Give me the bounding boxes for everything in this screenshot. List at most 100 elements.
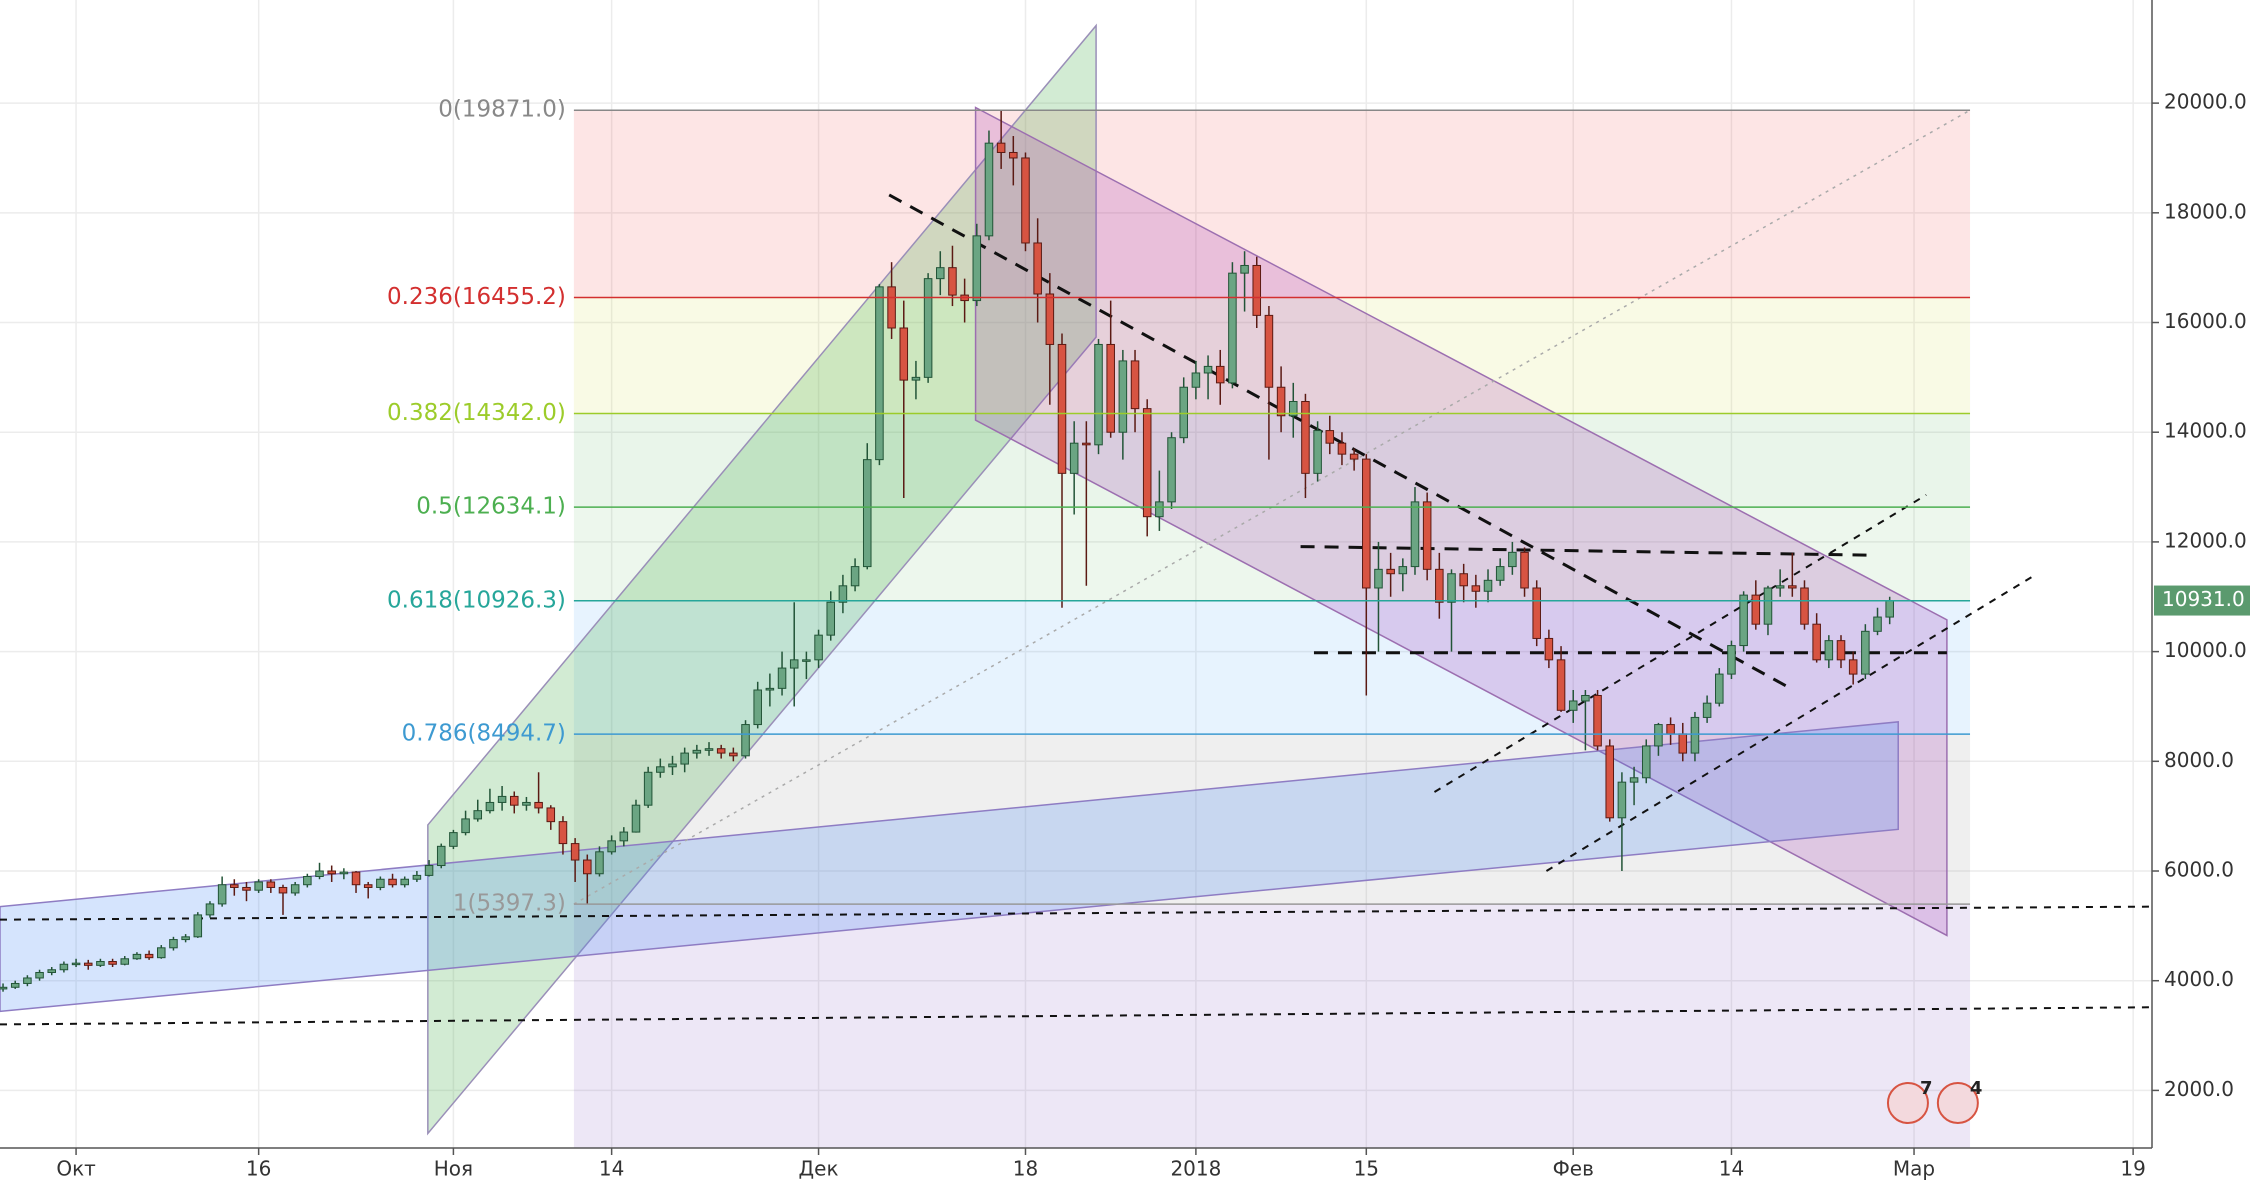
candle-body	[1130, 360, 1140, 410]
candle-body	[1349, 453, 1359, 460]
candle-body	[862, 459, 872, 568]
event-icon	[1886, 1082, 1929, 1124]
candle-body	[461, 818, 470, 834]
candle-body	[1873, 616, 1882, 632]
candle-body	[59, 963, 69, 971]
candle-body	[887, 286, 896, 329]
candle-body	[838, 585, 848, 603]
candle-body	[1775, 585, 1785, 589]
candle-body	[1228, 272, 1237, 384]
candle-body	[1836, 640, 1846, 661]
candle-body	[1313, 430, 1322, 474]
fib-zone	[573, 110, 1971, 298]
candle-body	[765, 687, 775, 691]
candle-body	[595, 851, 604, 875]
candle-body	[436, 845, 446, 867]
candle-body	[1410, 501, 1420, 568]
candle-body	[473, 810, 483, 820]
candle-body	[1422, 501, 1432, 570]
candle-body	[1203, 365, 1213, 374]
candle-body	[1155, 501, 1164, 518]
grid	[0, 0, 2152, 1148]
candle-body	[205, 903, 215, 916]
candle-body	[1641, 745, 1651, 779]
candle-body	[1045, 293, 1055, 345]
y-tick-label: 12000.0	[2164, 528, 2247, 552]
candle-body	[1325, 430, 1335, 444]
candle-body	[546, 807, 556, 823]
candle-body	[1715, 673, 1724, 704]
x-tick-label: 18	[1013, 1157, 1038, 1181]
fib-zone	[573, 413, 1971, 508]
x-tick-label: 14	[1719, 1157, 1744, 1181]
candle-body	[1690, 716, 1700, 754]
candle-body	[1702, 702, 1712, 718]
trend-line	[1433, 494, 1927, 793]
candle-body	[230, 884, 239, 888]
x-tick-label: 16	[246, 1157, 271, 1181]
candle-body	[1057, 343, 1067, 474]
x-tick-label: 2018	[1170, 1157, 1221, 1181]
y-tick-label: 20000.0	[2164, 90, 2247, 114]
candle-body	[777, 667, 787, 689]
candle-body	[412, 874, 422, 880]
candle-body	[351, 871, 361, 886]
event-count: 7	[1920, 1078, 1933, 1099]
fib-label: 0.236(16455.2)	[387, 284, 566, 310]
x-tick-label: Мар	[1893, 1157, 1935, 1181]
candle-body	[656, 766, 665, 773]
channel	[0, 720, 1899, 1013]
candle-body	[972, 235, 982, 302]
candle-body	[1069, 442, 1079, 474]
fib-label: 0.5(12634.1)	[416, 494, 566, 520]
candle-body	[449, 832, 458, 847]
candle-body	[0, 986, 8, 990]
candle-body	[814, 634, 823, 661]
candle-body	[242, 886, 251, 891]
candle-body	[619, 831, 629, 842]
y-tick-label: 10000.0	[2164, 638, 2247, 662]
candle-body	[1593, 694, 1602, 747]
candle-body	[1106, 343, 1115, 433]
candle-body	[1386, 568, 1395, 575]
candle-body	[376, 878, 385, 888]
x-tick-label: 19	[2120, 1157, 2145, 1181]
candle-body	[1495, 566, 1505, 581]
y-tick-label: 8000.0	[2164, 748, 2234, 772]
x-tick-label: Фев	[1553, 1157, 1594, 1181]
candle-body	[108, 961, 117, 965]
y-tick-label: 14000.0	[2164, 419, 2247, 443]
candle-body	[1678, 733, 1688, 754]
candle-body	[424, 865, 434, 876]
candle-body	[923, 278, 933, 378]
candle-body	[850, 566, 860, 587]
candle-body	[1301, 400, 1310, 474]
candle-body	[583, 859, 592, 875]
candle-body	[169, 939, 178, 949]
candle-body	[315, 870, 324, 877]
candle-body	[1848, 659, 1858, 675]
candle-body	[1861, 630, 1870, 675]
candle-body	[1751, 594, 1761, 625]
candle-body	[558, 821, 568, 845]
candle-body	[83, 962, 93, 966]
candle-body	[1033, 242, 1042, 295]
y-tick-label: 16000.0	[2164, 309, 2247, 333]
candle-body	[1532, 587, 1541, 639]
trend-line	[0, 905, 2152, 921]
candle-body	[193, 914, 203, 938]
candle-body	[509, 795, 519, 806]
trend-line	[573, 109, 1971, 905]
candle-body	[157, 947, 166, 959]
candle-body	[485, 801, 495, 812]
candle-body	[144, 953, 154, 959]
fib-label: 0.786(8494.7)	[402, 721, 566, 747]
candle-body	[1094, 343, 1103, 446]
candle-body	[729, 752, 738, 757]
candle-body	[1581, 694, 1590, 702]
candle-body	[1252, 264, 1262, 316]
candle-body	[35, 971, 44, 979]
candle-body	[339, 871, 349, 875]
